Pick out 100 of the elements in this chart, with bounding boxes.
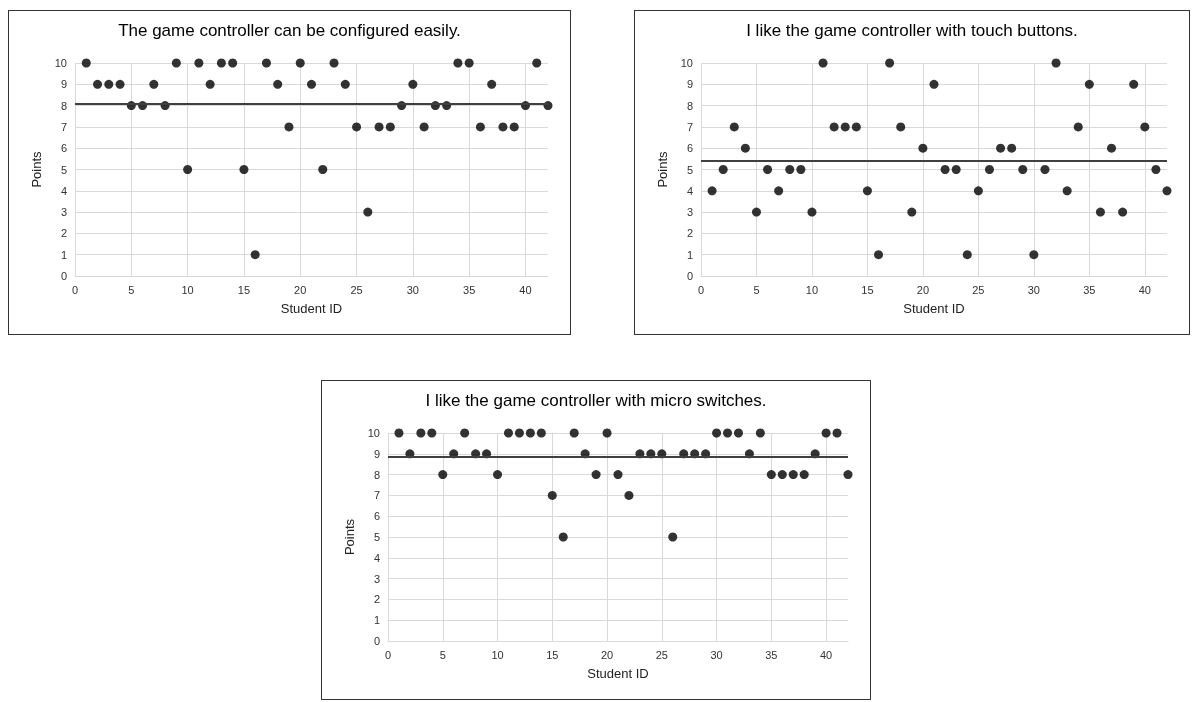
- point: [602, 428, 612, 438]
- y-tick-label: 1: [686, 248, 693, 261]
- point: [712, 428, 722, 438]
- point: [624, 490, 634, 500]
- y-tick-label: 8: [373, 468, 380, 481]
- point: [766, 470, 776, 480]
- point: [951, 165, 961, 174]
- y-tick-label: 6: [373, 510, 380, 523]
- point: [460, 428, 470, 438]
- point: [1007, 143, 1017, 153]
- y-tick-label: 6: [686, 142, 693, 155]
- x-tick-label: 40: [819, 648, 833, 661]
- chart-title: The game controller can be configured easily.: [118, 21, 461, 40]
- x-tick-label: 25: [350, 283, 363, 296]
- point: [1018, 165, 1028, 174]
- point: [171, 58, 181, 68]
- point: [408, 79, 418, 89]
- y-tick-label: 4: [686, 184, 693, 197]
- point: [1051, 58, 1061, 68]
- y-tick-label: 3: [373, 572, 380, 585]
- y-tick-label: 0: [373, 635, 380, 647]
- point: [907, 207, 917, 217]
- point: [807, 207, 817, 217]
- x-axis-title: Student ID: [587, 666, 649, 681]
- point: [851, 122, 861, 132]
- x-tick-label: 30: [406, 283, 419, 296]
- point: [194, 58, 204, 68]
- point: [1162, 186, 1172, 196]
- point: [840, 122, 850, 132]
- point: [216, 58, 226, 68]
- point: [874, 250, 884, 260]
- point: [149, 79, 159, 89]
- point: [785, 165, 795, 174]
- point: [104, 79, 114, 89]
- point: [843, 470, 853, 480]
- point: [284, 122, 294, 132]
- x-tick-label: 15: [861, 283, 874, 296]
- point: [818, 58, 828, 68]
- point: [419, 122, 429, 132]
- point: [821, 428, 831, 438]
- chart-title: I like the game controller with touch buttons.: [746, 21, 1078, 40]
- point: [832, 428, 842, 438]
- point: [374, 122, 384, 132]
- x-tick-label: 15: [237, 283, 251, 296]
- point: [799, 470, 809, 480]
- x-tick-label: 35: [1083, 283, 1096, 296]
- x-tick-label: 10: [181, 283, 194, 296]
- point: [1151, 165, 1161, 174]
- y-axis-title: Points: [29, 150, 44, 188]
- x-tick-label: 30: [710, 648, 723, 661]
- point: [896, 122, 906, 132]
- y-tick-label: 9: [60, 78, 67, 91]
- y-axis-title: Points: [655, 150, 670, 188]
- point: [751, 207, 761, 217]
- point: [453, 58, 463, 68]
- point: [591, 470, 601, 480]
- point: [509, 122, 519, 132]
- y-tick-label: 0: [60, 270, 67, 282]
- point: [250, 250, 260, 260]
- point: [1140, 122, 1150, 132]
- point: [740, 143, 750, 153]
- point: [1040, 165, 1050, 174]
- x-tick-label: 0: [384, 648, 392, 661]
- point: [774, 186, 784, 196]
- x-tick-label: 20: [600, 648, 614, 661]
- point: [1073, 122, 1083, 132]
- y-tick-label: 10: [54, 57, 67, 69]
- x-axis-title: Student ID: [280, 301, 343, 316]
- x-tick-label: 30: [1027, 283, 1040, 296]
- point: [558, 532, 568, 542]
- x-tick-label: 5: [753, 283, 760, 296]
- point: [733, 428, 743, 438]
- point: [205, 79, 215, 89]
- point: [1084, 79, 1094, 89]
- x-tick-label: 0: [71, 283, 79, 296]
- x-tick-label: 35: [765, 648, 778, 661]
- y-tick-label: 3: [686, 206, 693, 219]
- point: [929, 79, 939, 89]
- x-tick-label: 25: [972, 283, 985, 296]
- y-tick-label: 2: [686, 227, 693, 240]
- point: [503, 428, 513, 438]
- point: [763, 165, 773, 174]
- point: [464, 58, 474, 68]
- point: [718, 165, 728, 174]
- y-tick-label: 1: [373, 614, 380, 627]
- point: [973, 186, 983, 196]
- point: [498, 122, 508, 132]
- chart-title: I like the game controller with micro switches.: [425, 391, 767, 410]
- point: [862, 186, 872, 196]
- point: [996, 143, 1006, 153]
- x-tick-label: 40: [1138, 283, 1151, 296]
- x-tick-label: 15: [546, 648, 559, 661]
- point: [363, 207, 373, 217]
- point: [329, 58, 339, 68]
- point: [613, 470, 623, 480]
- y-tick-label: 5: [373, 531, 380, 543]
- x-tick-label: 10: [805, 283, 819, 296]
- x-tick-label: 20: [294, 283, 307, 296]
- x-tick-label: 10: [491, 648, 504, 661]
- point: [723, 428, 733, 438]
